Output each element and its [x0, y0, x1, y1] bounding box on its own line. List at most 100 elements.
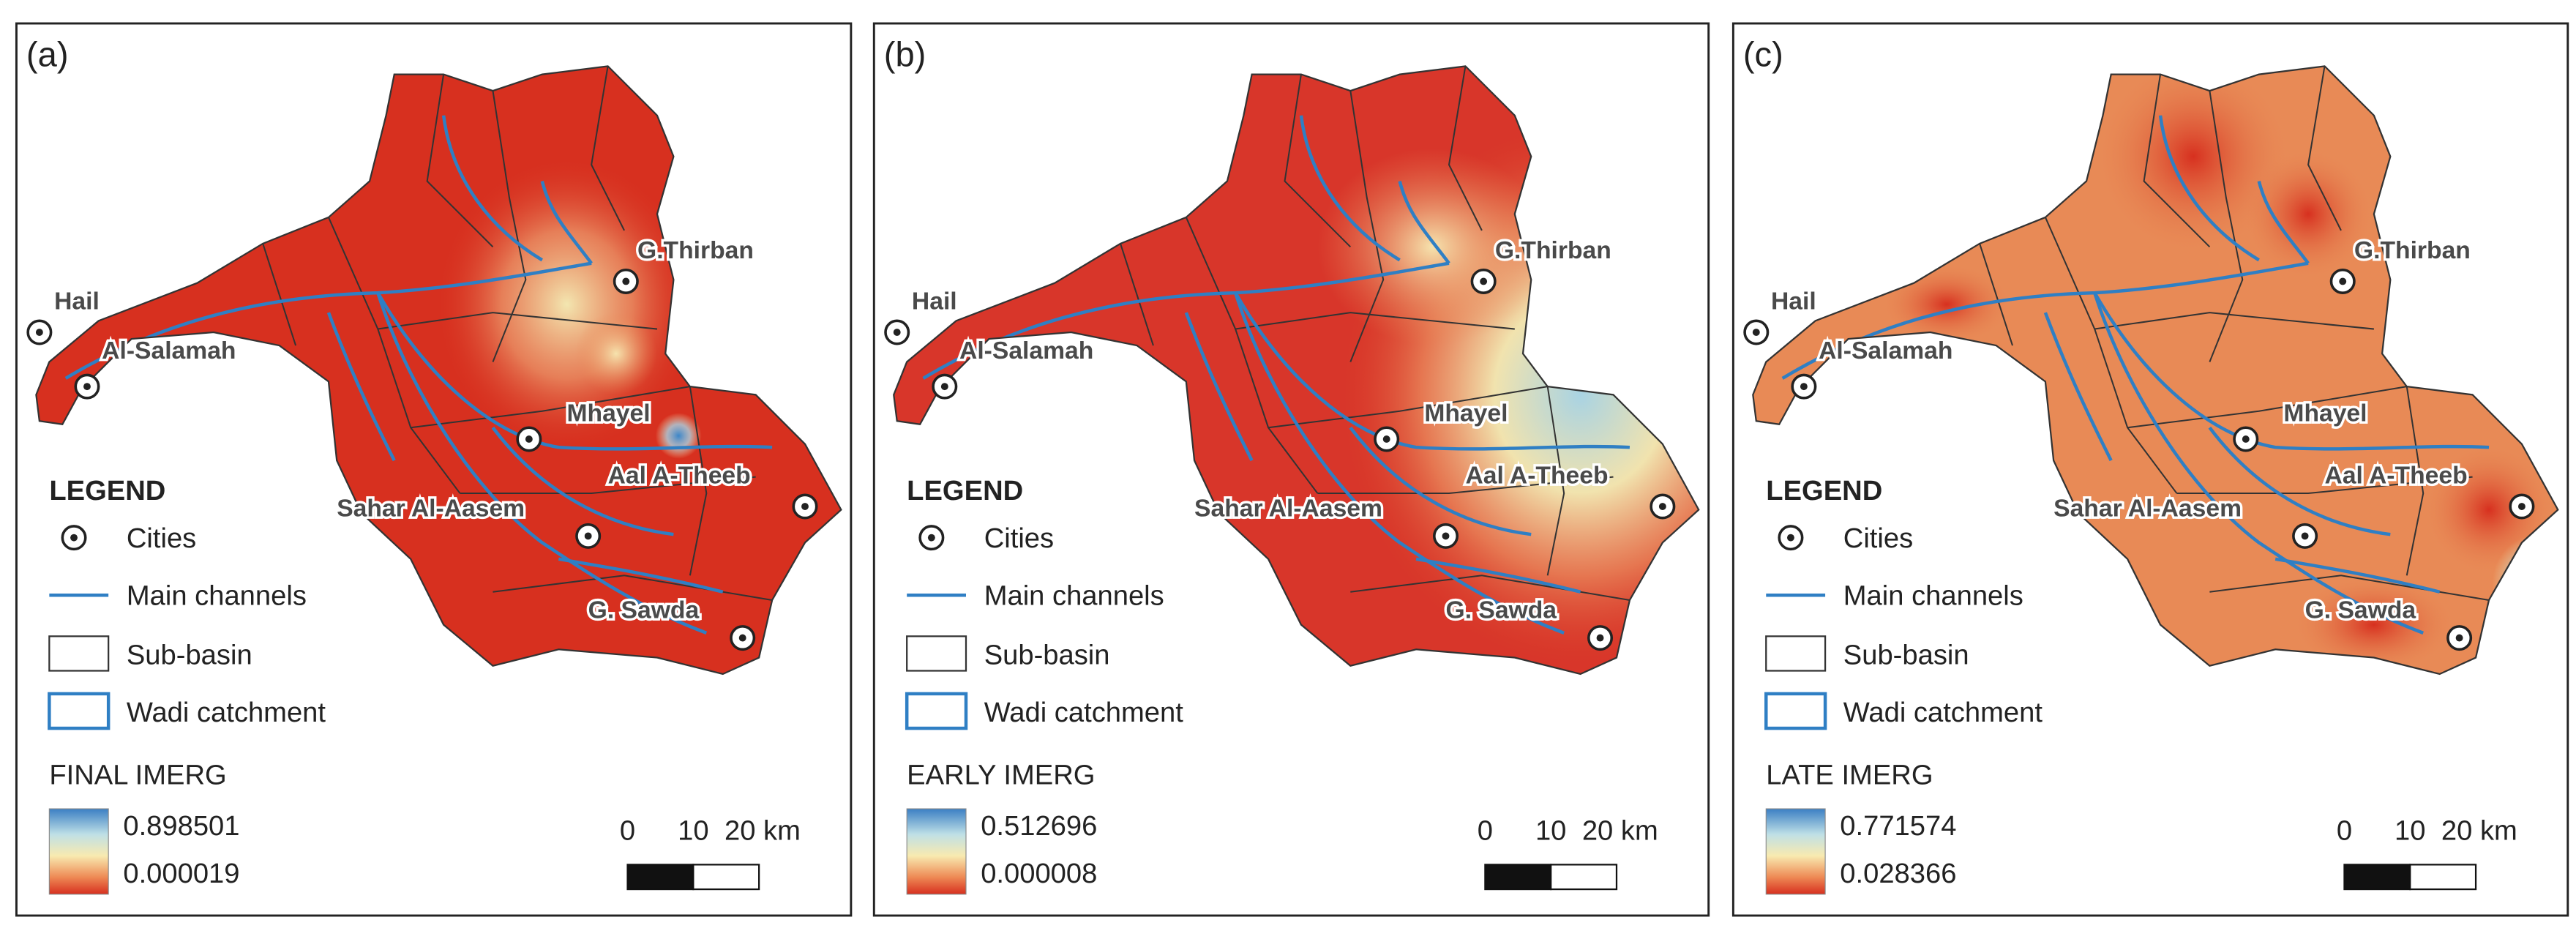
product-title: EARLY IMERG [907, 759, 1095, 790]
wadi-outline [1752, 65, 2559, 676]
sub-basin-line [1235, 312, 1515, 330]
city-label: Mhayel [1424, 400, 1508, 427]
city-label: Al-Salamah [959, 337, 1093, 364]
raster-patch [574, 313, 657, 395]
raster-patch [2291, 575, 2457, 674]
city-label: Sahar Al-Aasem [337, 495, 525, 522]
sub-basin-line [492, 90, 527, 362]
product-title: LATE IMERG [1766, 759, 1933, 790]
city-marker-dot [1658, 503, 1666, 510]
city-label: G.Thirban [2354, 237, 2471, 264]
sub-basin-line [2405, 386, 2425, 576]
legend-wadi [905, 692, 968, 730]
sub-basin-line [2143, 74, 2211, 248]
city-marker-dot [801, 503, 809, 510]
sub-basin-line [1546, 386, 1565, 576]
city-label: Aal A-Theeb [608, 463, 751, 490]
city-label: G.Thirban [637, 237, 754, 264]
main-channel [2043, 312, 2113, 462]
city-marker-dot [2242, 435, 2250, 443]
sub-basin-line [591, 66, 625, 231]
legend-item: Sub-basin [984, 640, 1110, 671]
main-channel [2274, 557, 2441, 594]
sub-basin-line [378, 312, 658, 330]
main-channel [1415, 557, 1581, 594]
wadi-outline [35, 65, 842, 676]
raster-patch [2094, 66, 2292, 255]
sub-basin-line [1120, 243, 1154, 346]
colorbar-max: 0.898501 [123, 810, 239, 842]
legend-item: Sub-basin [1843, 640, 1969, 671]
sub-basin-line [1349, 90, 1385, 362]
panel-label: (a) [26, 34, 69, 73]
scale-label: 0 [2337, 815, 2352, 847]
legend-sub-basin [1765, 635, 1827, 672]
colorbar-max: 0.771574 [1840, 810, 1956, 842]
city-label: Mhayel [566, 400, 650, 427]
city-label: Sahar Al-Aasem [2053, 495, 2242, 522]
sub-basin-line [1185, 217, 1319, 494]
colorbar [1765, 808, 1826, 895]
colorbar [906, 808, 967, 895]
city-label: Al-Salamah [102, 337, 236, 364]
scale-label: 10 [678, 815, 708, 847]
sub-basin-line [1284, 74, 1352, 248]
city-marker-dot [893, 329, 901, 336]
city-label: G. Sawda [2305, 597, 2416, 624]
sub-basin-line [2307, 66, 2342, 231]
sub-basin-line [1979, 243, 2013, 346]
city-label: Hail [912, 288, 957, 315]
scale-bar-white [692, 864, 760, 891]
main-channel [1398, 180, 1450, 265]
city-label: Hail [1771, 288, 1816, 315]
sub-basin-line [1268, 386, 1548, 429]
legend-title: LEGEND [907, 475, 1023, 506]
city-marker-dot [622, 277, 630, 285]
city-label: G. Sawda [1446, 597, 1557, 624]
scale-label: 20 km [1582, 815, 1658, 847]
city-label: Hail [54, 288, 100, 315]
city-marker-dot [2339, 277, 2347, 285]
city-marker-dot [525, 435, 533, 443]
sub-basin-line [2127, 386, 2407, 429]
main-channel [540, 180, 593, 265]
city-marker-dot [1787, 534, 1794, 542]
city-label: Sahar Al-Aasem [1194, 495, 1382, 522]
scale-label: 10 [1535, 815, 1566, 847]
scale-bar-black [1484, 864, 1552, 891]
city-marker-dot [1442, 532, 1450, 540]
legend-wadi [1764, 692, 1827, 730]
legend-item: Wadi catchment [127, 697, 326, 728]
colorbar-min: 0.000019 [123, 858, 239, 889]
product-title: FINAL IMERG [49, 759, 226, 790]
wadi-outline [893, 65, 1700, 676]
raster [64, 66, 773, 635]
legend-item: Cities [127, 523, 196, 554]
city-marker-dot [1800, 383, 1808, 391]
main-channel [491, 426, 674, 536]
main-channel [2257, 180, 2310, 265]
main-channel [558, 557, 724, 594]
main-channel [1349, 426, 1532, 536]
sub-basin-line [460, 476, 756, 495]
legend-sub-basin [906, 635, 967, 672]
legend-item: Sub-basin [127, 640, 252, 671]
sub-basin-line [328, 217, 461, 494]
city-marker-dot [2517, 503, 2526, 510]
legend-item: Wadi catchment [1843, 697, 2043, 728]
colorbar-min: 0.000008 [981, 858, 1097, 889]
scale-bar-white [1550, 864, 1618, 891]
city-label: Aal A-Theeb [1465, 463, 1608, 490]
sub-basin-line [689, 386, 708, 576]
city-marker-dot [35, 329, 43, 336]
panel-label: (c) [1743, 34, 1783, 73]
scale-label: 0 [620, 815, 635, 847]
city-marker-dot [70, 534, 78, 542]
city-label: G. Sawda [588, 597, 700, 624]
main-channel [441, 115, 543, 262]
legend-wadi [48, 692, 111, 730]
raster-patch [2242, 148, 2374, 280]
